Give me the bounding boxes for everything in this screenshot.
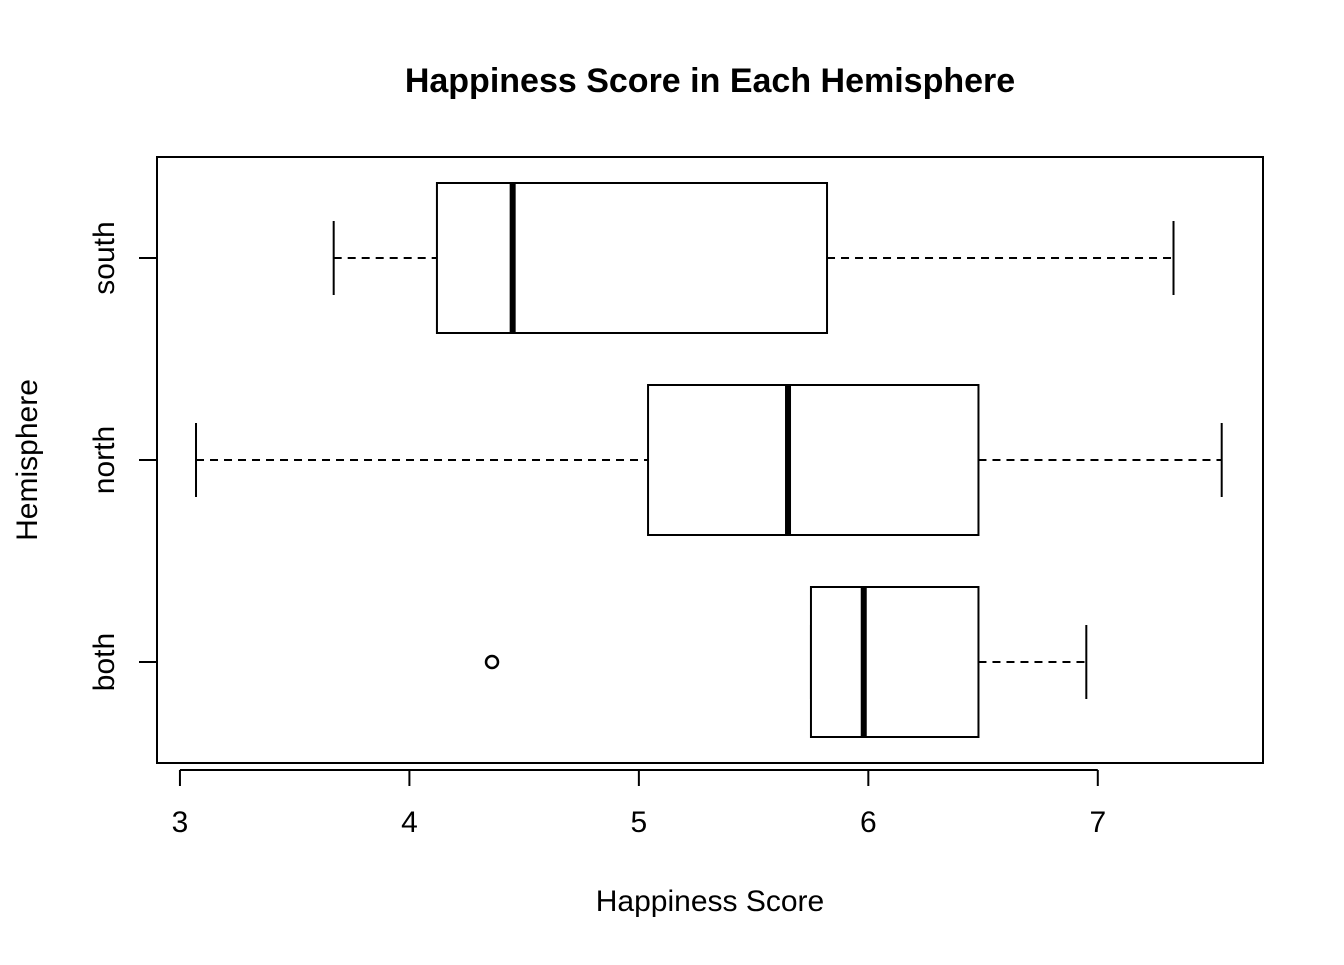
box-group-north (195, 384, 1223, 536)
box-north (647, 384, 980, 536)
x-tick-label-4: 4 (401, 806, 418, 839)
box-group-both (484, 586, 1088, 738)
y-axis: both north south (88, 221, 157, 691)
box-group-south (332, 182, 1175, 334)
x-axis: 3 4 5 6 7 (172, 769, 1106, 839)
x-tick-label-5: 5 (631, 806, 648, 839)
x-tick-label-3: 3 (172, 806, 189, 839)
y-tick-label-north: north (88, 426, 121, 494)
outlier-both-0 (484, 654, 500, 670)
x-tick-label-6: 6 (860, 806, 877, 839)
x-axis-label: Happiness Score (596, 885, 824, 918)
box-both (809, 586, 980, 738)
box-south (435, 182, 829, 334)
chart-title: Happiness Score in Each Hemisphere (405, 62, 1015, 100)
y-tick-label-both: both (88, 633, 121, 691)
y-tick-label-south: south (88, 221, 121, 294)
x-tick-label-7: 7 (1089, 806, 1106, 839)
boxes-layer (195, 182, 1223, 738)
y-axis-label: Hemisphere (11, 379, 44, 541)
